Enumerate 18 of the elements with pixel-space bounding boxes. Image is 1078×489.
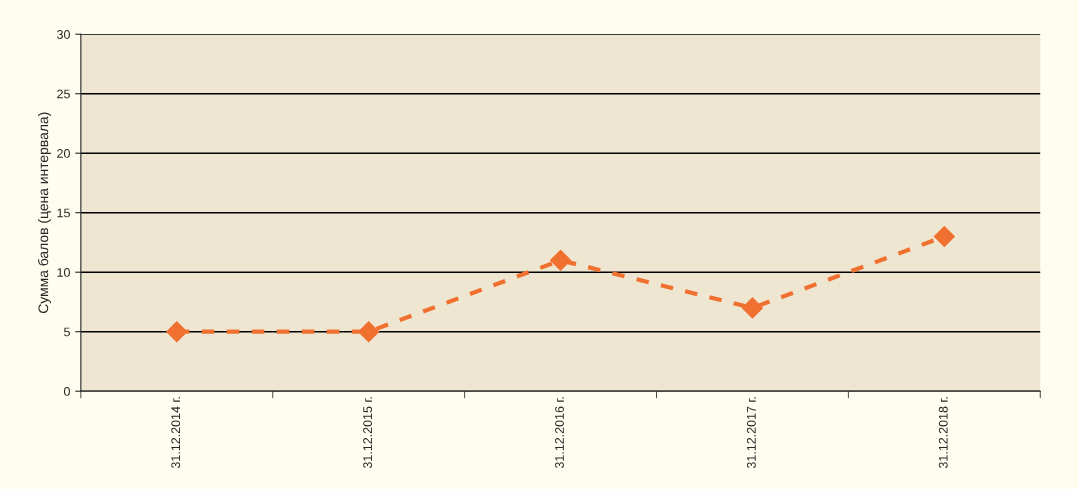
x-tick-label: 31.12.2016 г. bbox=[555, 397, 564, 469]
x-tick-label: 31.12.2014 г. bbox=[171, 397, 181, 469]
x-tick-label: 31.12.2017 г. bbox=[746, 397, 756, 469]
y-tick-label: 0 bbox=[63, 387, 70, 396]
y-tick-label: 20 bbox=[57, 149, 70, 158]
point bbox=[550, 249, 572, 271]
x-tick-label: 31.12.2018 г. bbox=[938, 397, 948, 469]
y-tick-label: 25 bbox=[57, 89, 70, 99]
x-tick-label: 31.12.2015 г. bbox=[363, 397, 373, 469]
y-tick-label: 15 bbox=[57, 208, 70, 218]
point bbox=[933, 225, 955, 248]
y-tick-label: 30 bbox=[57, 30, 70, 39]
y-tick-label: 5 bbox=[63, 327, 70, 337]
point bbox=[166, 321, 188, 343]
point bbox=[741, 297, 763, 319]
y-axis-title: Сумма балов (цена интервала) bbox=[37, 112, 51, 313]
point bbox=[358, 321, 380, 343]
y-tick-label: 10 bbox=[57, 268, 70, 277]
